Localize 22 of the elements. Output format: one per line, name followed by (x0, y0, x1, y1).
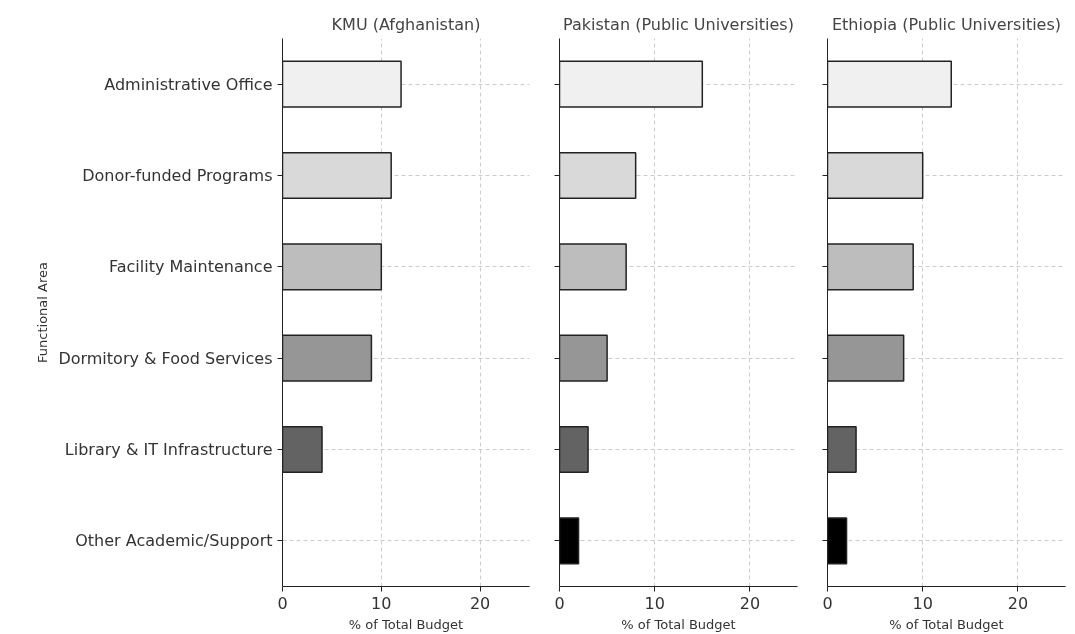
x-tick-label: 10 (371, 593, 392, 613)
x-tick-label: 0 (277, 593, 288, 613)
x-tick-label: 20 (1007, 593, 1029, 613)
x-tick-label: 10 (912, 593, 933, 613)
x-tick-label: 20 (469, 593, 491, 613)
y-tick-label: Facility Maintenance (108, 257, 273, 277)
x-tick-label: 0 (554, 593, 565, 613)
chart-title: KMU (Afghanistan) (331, 14, 481, 34)
chart-title: Pakistan (Public Universities) (563, 14, 794, 34)
y-axis-title: Functional Area (35, 262, 51, 363)
y-tick-label: Donor-funded Programs (82, 166, 273, 185)
y-tick-label: Administrative Office (104, 74, 273, 94)
chart-title: Ethiopia (Public Universities) (831, 14, 1062, 34)
y-tick-label: Dormitory & Food Services (58, 348, 273, 368)
x-tick-label: 10 (644, 593, 665, 613)
x-axis-title: % of Total Budget (621, 616, 736, 632)
y-tick-label: Library & IT Infrastructure (64, 440, 273, 459)
x-tick-label: 20 (739, 593, 761, 613)
y-tick-label: Other Academic/Support (75, 531, 273, 551)
x-tick-label: 0 (822, 593, 833, 613)
x-axis-title: % of Total Budget (348, 616, 464, 632)
x-axis-title: % of Total Budget (889, 616, 1004, 632)
